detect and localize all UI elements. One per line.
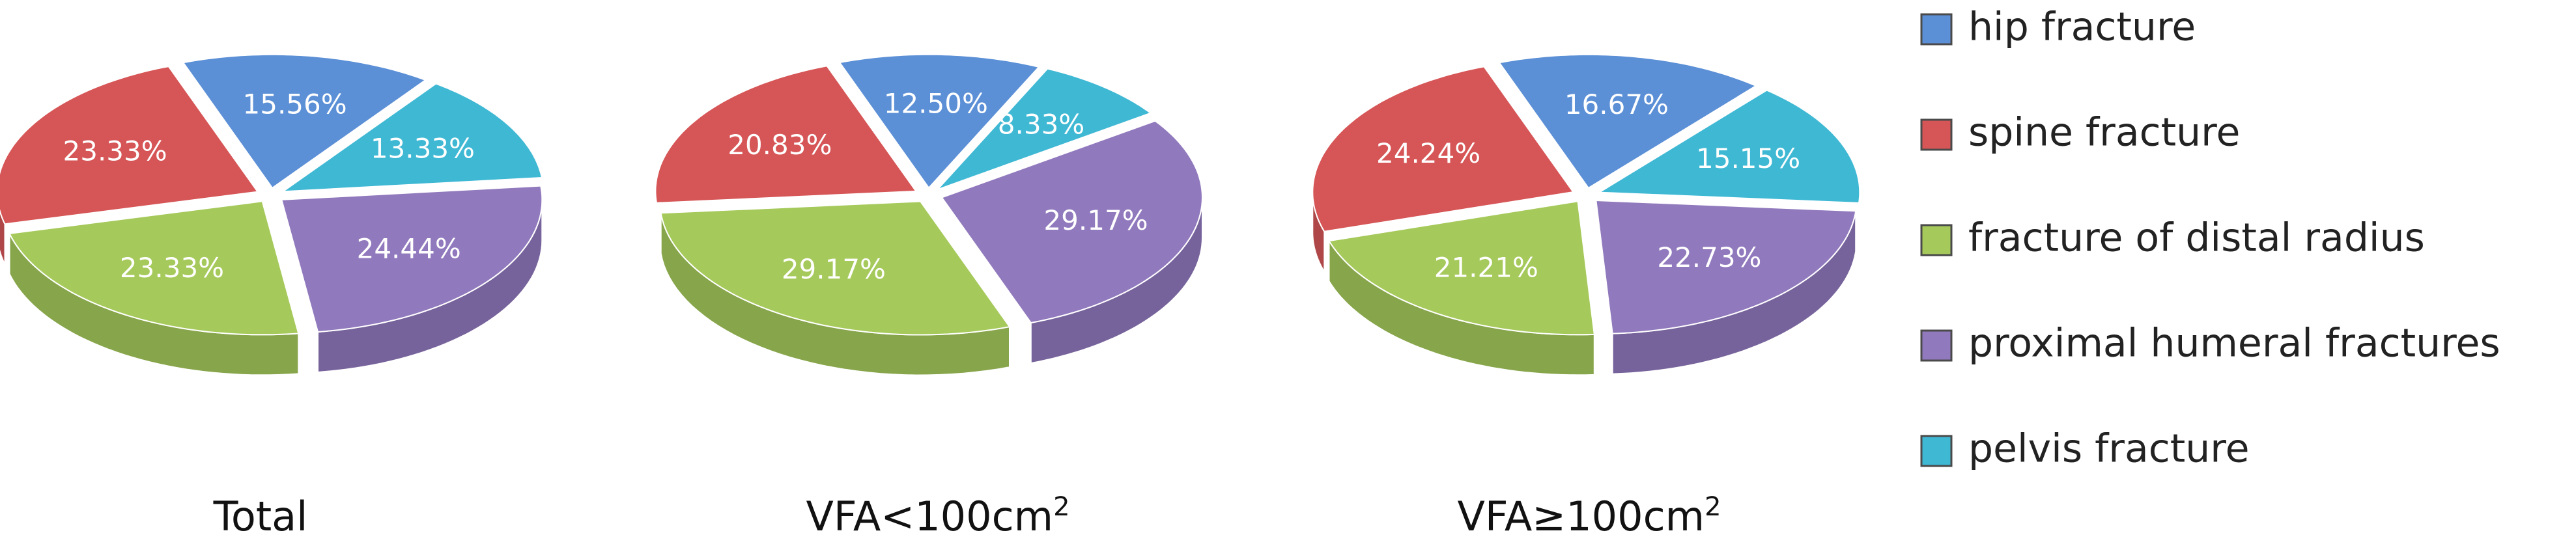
pie-title: VFA<100cm2: [806, 492, 1069, 540]
data-label-fracture-of-distal-radius: 29.17%: [782, 253, 886, 285]
pie-title: Total: [213, 493, 308, 540]
slice-proximal-humeral-fractures: [941, 120, 1204, 324]
pie-chart-3: 16.67% 15.15% 22.73% 21.21% 24.24% VFA≥100cm2: [1312, 53, 1861, 540]
pie-title-superscript: 2: [1053, 492, 1069, 522]
pie-chart-2: 12.50% 8.33% 29.17% 29.17% 20.83% VFA<100cm2: [655, 53, 1204, 540]
data-label-proximal-humeral-fractures: 24.44%: [357, 233, 461, 265]
data-label-proximal-humeral-fractures: 29.17%: [1043, 204, 1148, 236]
pie-title-text: VFA<100cm: [806, 493, 1053, 540]
data-label-pelvis-fracture: 8.33%: [998, 109, 1084, 141]
data-label-proximal-humeral-fractures: 22.73%: [1657, 241, 1761, 273]
slice-hip-fracture: [1498, 53, 1758, 189]
pie-title-text: Total: [213, 493, 308, 540]
slice-fracture-of-distal-radius: [660, 200, 1011, 336]
legend-swatch: [1920, 329, 1953, 362]
data-label-hip-fracture: 12.50%: [884, 87, 988, 119]
legend-label: pelvis fracture: [1968, 426, 2250, 472]
slice-spine-fracture: [0, 66, 259, 225]
slice-proximal-humeral-fractures: [281, 185, 543, 333]
legend-swatch: [1920, 13, 1953, 46]
legend-swatch: [1920, 435, 1953, 467]
legend-swatch: [1920, 118, 1953, 151]
pie-title: VFA≥100cm2: [1457, 492, 1721, 540]
pie-chart-1: 15.56% 13.33% 24.44% 23.33% 23.33% Total: [0, 53, 543, 540]
slice-spine-fracture: [1312, 66, 1575, 232]
legend-item-pelvis-fracture: pelvis fracture: [1920, 426, 2250, 472]
legend-label: fracture of distal radius: [1968, 215, 2425, 261]
legend-label: spine fracture: [1968, 110, 2240, 156]
legend-label: hip fracture: [1968, 5, 2196, 50]
legend-item-hip-fracture: hip fracture: [1920, 5, 2196, 50]
slice-pelvis-fracture: [280, 83, 543, 193]
data-label-fracture-of-distal-radius: 21.21%: [1434, 252, 1538, 284]
data-label-pelvis-fracture: 15.15%: [1696, 143, 1800, 174]
pie-title-text: VFA≥100cm: [1457, 493, 1705, 540]
data-label-pelvis-fracture: 13.33%: [371, 132, 475, 164]
data-label-spine-fracture: 24.24%: [1376, 137, 1480, 169]
pie-charts: 15.56% 13.33% 24.44% 23.33% 23.33% Total 12.50…: [0, 53, 1861, 540]
slice-hip-fracture: [838, 53, 1040, 189]
legend-item-spine-fracture: spine fracture: [1920, 110, 2240, 156]
slice-proximal-humeral-fractures: [1595, 199, 1857, 334]
data-label-spine-fracture: 23.33%: [63, 135, 167, 167]
data-label-hip-fracture: 15.56%: [243, 89, 347, 120]
slice-fracture-of-distal-radius: [1327, 200, 1595, 336]
slice-fracture-of-distal-radius: [8, 200, 300, 336]
data-label-spine-fracture: 20.83%: [728, 129, 832, 161]
legend: hip fracture spine fracture fracture of di…: [1920, 5, 2500, 472]
data-label-hip-fracture: 16.67%: [1564, 89, 1669, 120]
slice-spine-fracture: [655, 65, 918, 204]
data-label-fracture-of-distal-radius: 23.33%: [120, 252, 224, 284]
slice-hip-fracture: [182, 53, 427, 189]
slice-pelvis-fracture: [937, 68, 1153, 191]
legend-swatch: [1920, 224, 1953, 256]
legend-item-fracture-of-distal-radius: fracture of distal radius: [1920, 215, 2425, 261]
slice-pelvis-fracture: [1596, 89, 1861, 204]
legend-label: proximal humeral fractures: [1968, 321, 2500, 366]
legend-item-proximal-humeral-fractures: proximal humeral fractures: [1920, 321, 2500, 366]
pie-title-superscript: 2: [1705, 492, 1721, 522]
